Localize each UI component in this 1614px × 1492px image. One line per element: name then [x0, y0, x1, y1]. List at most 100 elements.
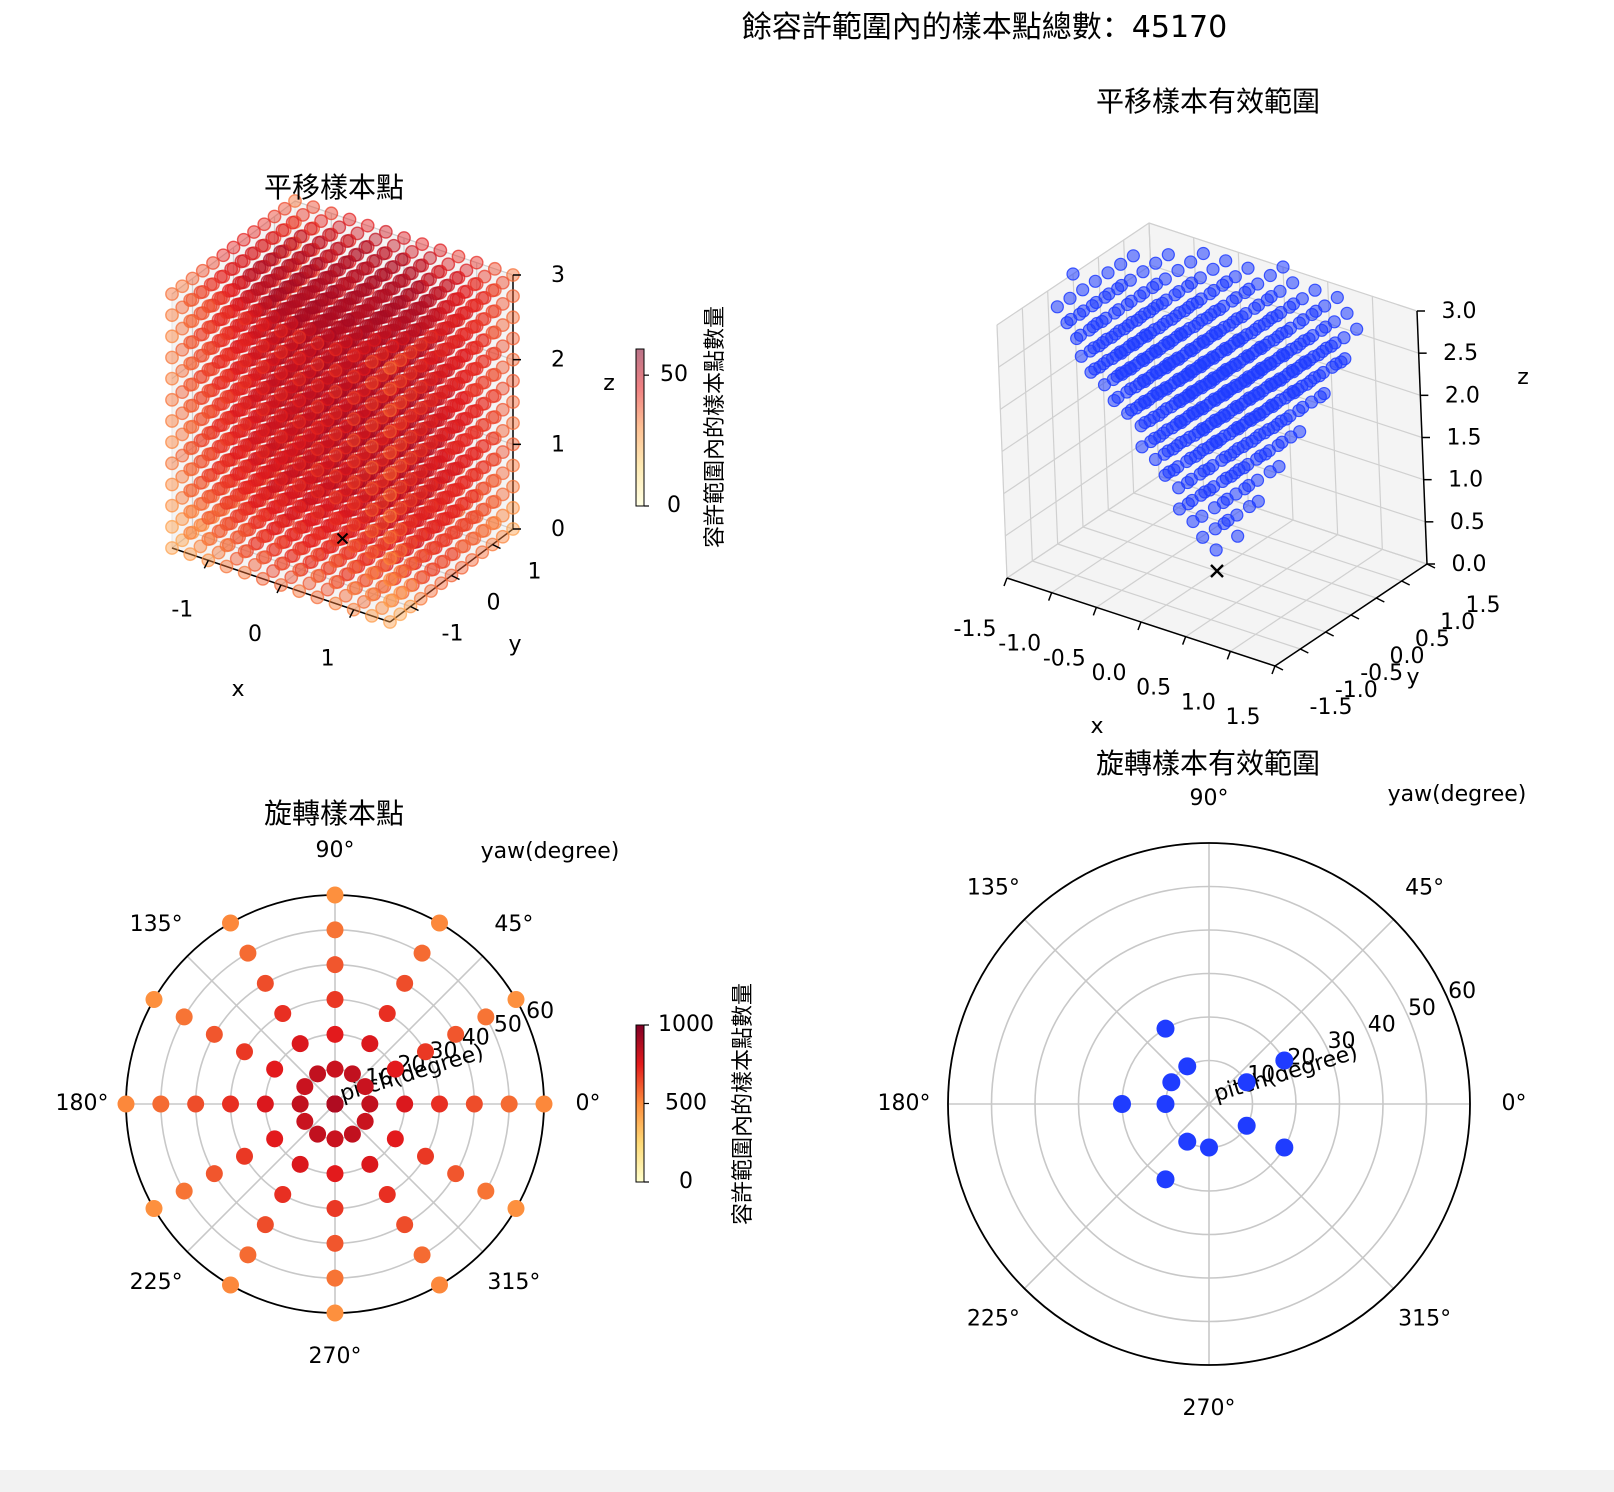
p2-valid-point: [1195, 509, 1209, 523]
p3-rotation-sample-point: [413, 944, 431, 962]
p1-sample-point: [332, 220, 347, 235]
p3-rotation-sample-point: [361, 1035, 379, 1053]
p2-valid-point: [1213, 302, 1227, 317]
p2-valid-point: [1149, 256, 1163, 270]
p1-sample-point: [237, 544, 252, 559]
p2-valid-point: [1289, 340, 1303, 354]
p1-sample-point: [165, 456, 179, 471]
p1-sample-point: [328, 596, 343, 611]
p2-valid-point: [1070, 331, 1084, 346]
p3-colorbar-tick-label: 1000: [658, 1012, 714, 1037]
p3-rotation-sample-point: [236, 1147, 254, 1165]
p1-sample-point: [328, 384, 343, 399]
p1-sample-point: [301, 243, 316, 258]
p3-rotation-sample-point: [309, 1125, 327, 1143]
p2-y-tick: [1350, 614, 1360, 620]
p3-rotation-sample-point: [266, 1130, 284, 1148]
p1-sample-point: [283, 237, 298, 252]
p2-valid-point: [1153, 429, 1167, 443]
p4-valid-rotation-point: [1156, 1095, 1175, 1113]
p1-sample-point: [262, 252, 277, 267]
p1-sample-point: [383, 466, 397, 481]
p1-sample-point: [255, 550, 270, 565]
p2-valid-point: [1293, 425, 1307, 439]
p2-y-tick: [1274, 665, 1284, 671]
p1-sample-point: [236, 232, 251, 247]
p1-sample-point: [244, 246, 259, 261]
p1-sample-point: [165, 371, 179, 386]
p2-z-tick-label: 1.0: [1448, 468, 1483, 493]
p1-sample-point: [328, 448, 343, 463]
p2-valid-point: [1120, 297, 1134, 312]
figure-suptitle: 餘容許範圍內的樣本點總數：45170: [741, 10, 1228, 45]
p1-sample-point: [183, 526, 198, 540]
p1-sample-point: [247, 225, 261, 239]
p1-sample-point: [346, 581, 361, 596]
p1-sample-point: [201, 447, 216, 462]
p1-sample-point: [346, 391, 361, 405]
p2-valid-point: [1167, 463, 1181, 477]
p1-sample-point: [364, 481, 379, 496]
p1-sample-point: [328, 511, 343, 526]
p4-theta-tick-label: 0°: [1502, 1091, 1527, 1116]
p1-sample-point: [183, 314, 198, 329]
p1-sample-point: [219, 496, 234, 510]
p2-valid-point: [1107, 393, 1121, 408]
p3-rotation-sample-point: [416, 1043, 434, 1061]
p3-rotation-sample-point: [326, 991, 344, 1008]
p4-valid-rotation-point: [1237, 1073, 1256, 1092]
p2-z-tick-label: 2.5: [1443, 341, 1478, 366]
p2-valid-point: [1158, 272, 1172, 286]
p1-sample-point: [165, 414, 179, 428]
p1-sample-point: [165, 308, 179, 323]
p1-colorbar-label: 容許範圍內的樣本點數量: [703, 306, 728, 548]
p3-rotation-sample-point: [396, 1095, 414, 1113]
p1-sample-point: [219, 390, 234, 405]
p2-valid-point: [1224, 469, 1238, 483]
p3-rotation-sample-point: [291, 1155, 309, 1173]
p2-valid-point: [1238, 482, 1252, 496]
p3-rotation-sample-point: [152, 1095, 170, 1113]
p3-rotation-sample-point: [117, 1095, 135, 1113]
p1-sample-point: [219, 326, 234, 341]
p2-valid-point: [1123, 273, 1137, 287]
p2-valid-point: [1171, 263, 1185, 278]
p2-valid-point: [1266, 399, 1280, 414]
p2-valid-point: [1126, 249, 1140, 263]
p1-sample-point: [328, 406, 343, 420]
p2-valid-point: [1280, 324, 1294, 339]
p1-sample-point: [237, 396, 252, 411]
p2-valid-point: [1063, 291, 1077, 305]
p1-sample-point: [346, 412, 361, 427]
p1-sample-point: [346, 518, 361, 532]
p2-valid-point: [1312, 369, 1327, 383]
p1-colorbar-tick-label: 0: [667, 493, 681, 518]
p1-grid-z-back: [294, 200, 514, 276]
p3-rotation-sample-point: [378, 1005, 396, 1023]
p1-sample-point: [364, 354, 379, 369]
p3-r-tick-label: 60: [526, 999, 554, 1024]
p2-valid-point: [1146, 280, 1160, 295]
p1-sample-point: [183, 399, 198, 413]
p1-sample-point: [364, 587, 379, 602]
p1-sample-point: [265, 231, 280, 246]
p2-valid-point: [1315, 323, 1329, 337]
p1-sample-point: [274, 345, 288, 360]
p4-valid-rotation-point: [1178, 1132, 1197, 1151]
p1-sample-point: [364, 545, 379, 560]
p2-valid-point: [1292, 403, 1306, 418]
p2-valid-point: [1159, 361, 1173, 375]
p2-valid-point: [1130, 313, 1144, 327]
p1-sample-point: [322, 228, 336, 242]
p2-valid-point: [1267, 333, 1281, 347]
p1-sample-point: [310, 378, 325, 393]
p2-valid-point: [1230, 508, 1244, 522]
p3-rotation-sample-point: [296, 1078, 314, 1096]
p3-rotation-sample-point: [187, 1095, 205, 1113]
p2-x-tick: [1226, 651, 1232, 660]
p1-sample-point: [364, 397, 379, 412]
p3-rotation-sample-point: [326, 1130, 344, 1148]
p2-valid-point: [1207, 351, 1221, 365]
